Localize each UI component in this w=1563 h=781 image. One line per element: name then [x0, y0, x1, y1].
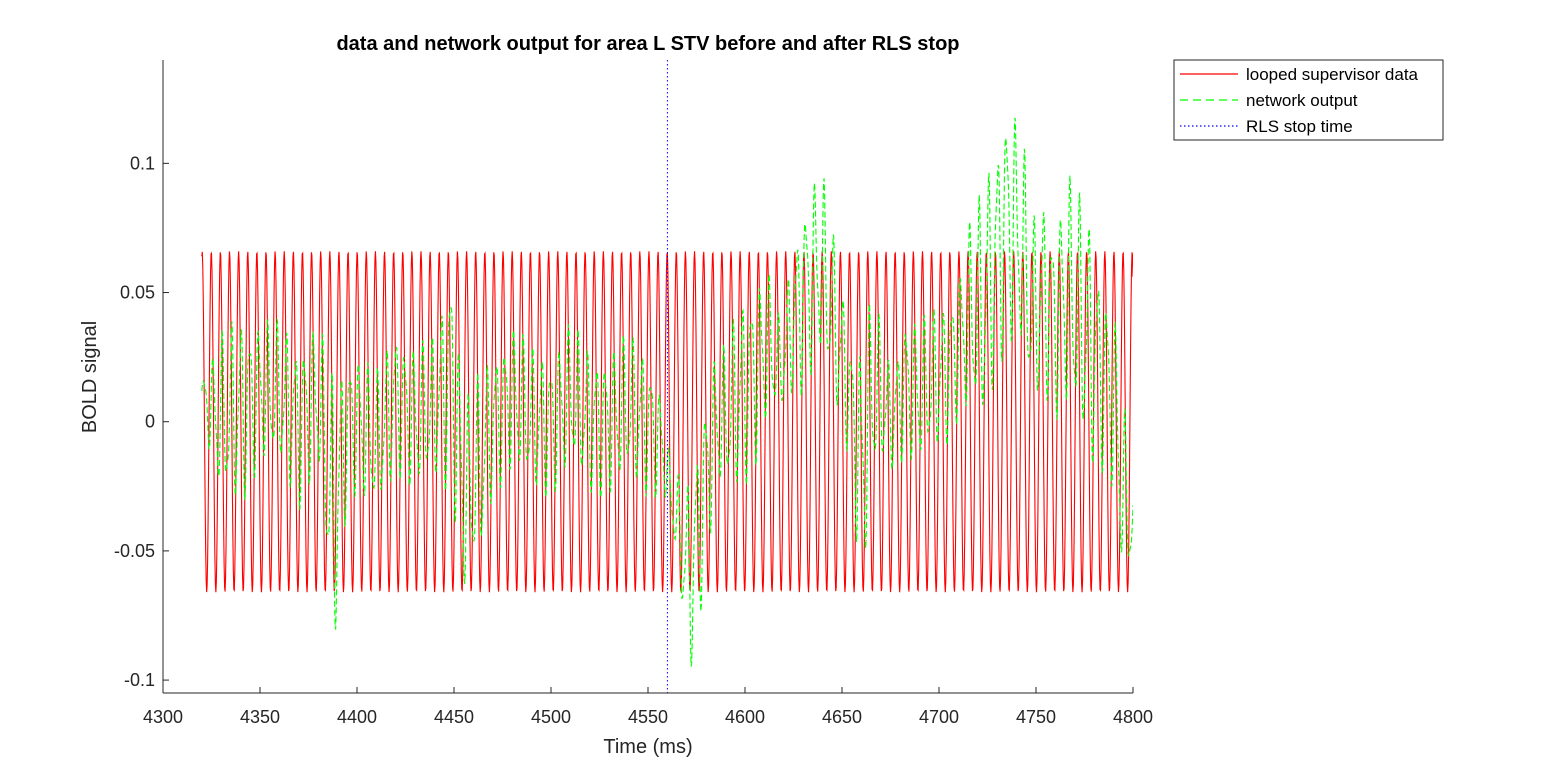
legend-label-network: network output: [1246, 91, 1358, 110]
y-axis-label: BOLD signal: [79, 321, 101, 433]
legend-box: [1173, 59, 1444, 141]
x-tick-label: 4500: [531, 707, 571, 727]
x-tick-label: 4700: [919, 707, 959, 727]
x-tick-label: 4800: [1113, 707, 1153, 727]
y-tick-label: -0.1: [124, 670, 155, 690]
x-tick-label: 4350: [240, 707, 280, 727]
y-tick-label: 0.05: [120, 283, 155, 303]
x-tick-label: 4400: [337, 707, 377, 727]
series-network-line: [201, 117, 1133, 667]
x-axis-label: Time (ms): [603, 736, 692, 758]
x-tick-label: 4450: [434, 707, 474, 727]
x-tick-label: 4300: [143, 707, 183, 727]
legend-label-supervisor: looped supervisor data: [1246, 65, 1419, 84]
y-tick-label: -0.05: [114, 541, 155, 561]
x-tick-label: 4600: [725, 707, 765, 727]
axes: 4300 4350 4400 4450 4500 4550 4600 4650 4700 4750…: [114, 60, 1153, 727]
legend: looped supervisor data network output RL…: [1173, 59, 1444, 141]
x-tick-label: 4750: [1016, 707, 1056, 727]
x-tick-label: 4650: [822, 707, 862, 727]
y-tick-label: 0: [145, 412, 155, 432]
x-ticks: 4300 4350 4400 4450 4500 4550 4600 4650 4700 4750…: [143, 687, 1153, 727]
y-ticks: -0.1 -0.05 0 0.05 0.1: [114, 153, 169, 690]
legend-label-rls-stop: RLS stop time: [1246, 117, 1353, 136]
chart-title: data and network output for area L STV b…: [336, 33, 959, 55]
x-tick-label: 4550: [628, 707, 668, 727]
y-tick-label: 0.1: [130, 153, 155, 173]
series-layer: [201, 60, 1133, 693]
